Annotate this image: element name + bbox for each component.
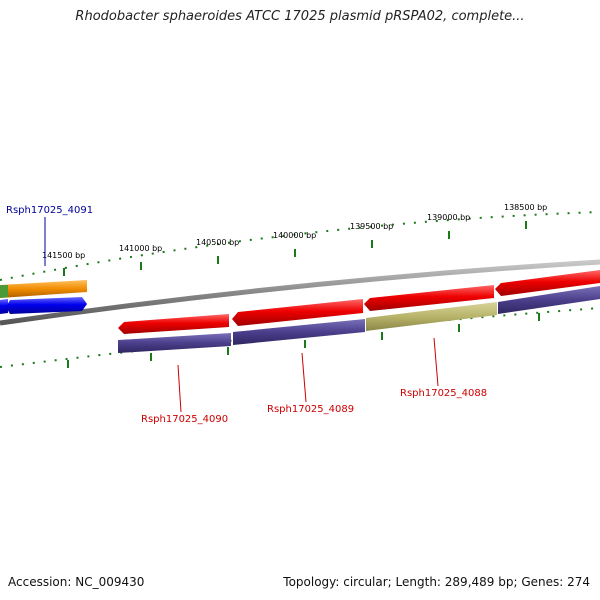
cds-rsph4090[interactable]: [118, 333, 231, 353]
ruler-label-139000: 139000 bp: [427, 213, 470, 222]
gene-label-rsph4090[interactable]: Rsph17025_4090: [141, 414, 228, 425]
forward-gene-partial[interactable]: [0, 299, 8, 314]
green-feature[interactable]: [0, 285, 8, 298]
reverse-gene-rsph4090[interactable]: [118, 314, 229, 334]
forward-gene-rsph4091[interactable]: [6, 297, 87, 314]
orange-feature[interactable]: [0, 280, 87, 298]
outer-ruler: 141500 bp 141000 bp 140500 bp 140000 bp …: [0, 203, 600, 281]
cds-rsph4088-highlight[interactable]: [366, 302, 497, 331]
gene-label-rsph4089[interactable]: Rsph17025_4089: [267, 404, 354, 415]
ruler-label-138500: 138500 bp: [504, 203, 547, 212]
ruler-label-141000: 141000 bp: [119, 244, 162, 253]
accession-text: Accession: NC_009430: [8, 575, 145, 589]
map-title: Rhodobacter sphaeroides ATCC 17025 plasm…: [75, 9, 525, 24]
cds-partial[interactable]: [498, 286, 600, 314]
inner-ruler: [0, 307, 600, 368]
genome-summary-text: Topology: circular; Length: 289,489 bp; …: [283, 575, 590, 589]
reverse-gene-rsph4089[interactable]: [232, 299, 363, 326]
reverse-genes: [118, 270, 600, 334]
forward-features: [0, 280, 87, 314]
gene-label-rsph4088[interactable]: Rsph17025_4088: [400, 388, 487, 399]
ruler-label-139500: 139500 bp: [350, 222, 393, 231]
reverse-gene-partial[interactable]: [495, 270, 600, 296]
reverse-gene-rsph4088[interactable]: [364, 285, 494, 311]
cds-track: [118, 286, 600, 353]
ruler-label-141500: 141500 bp: [42, 251, 85, 260]
gene-label-rsph4091[interactable]: Rsph17025_4091: [6, 205, 93, 216]
cds-rsph4089[interactable]: [233, 319, 365, 345]
ruler-major-ticks: [63, 221, 527, 276]
ruler-label-140500: 140500 bp: [196, 238, 239, 247]
label-leaders: [44, 217, 439, 413]
ruler-label-140000: 140000 bp: [273, 231, 316, 240]
genome-backbone: [0, 259, 600, 326]
